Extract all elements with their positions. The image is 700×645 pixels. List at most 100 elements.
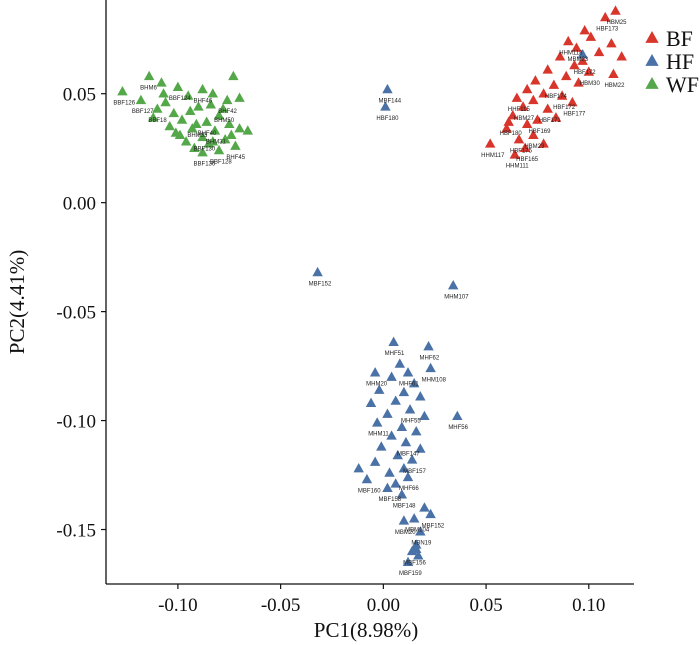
data-point-hf xyxy=(402,556,414,567)
y-tick-label: -0.10 xyxy=(56,412,96,433)
point-label: BBF124 xyxy=(169,96,191,102)
data-point-bf xyxy=(532,114,543,124)
point-label: MBF152 xyxy=(309,281,332,287)
data-point-bf xyxy=(513,133,525,144)
point-label: MHM11 xyxy=(368,432,389,438)
point-label: HBM23 xyxy=(524,144,545,150)
data-point-bf xyxy=(569,59,580,70)
data-point-wf xyxy=(226,129,237,139)
legend-entry-hf: HF xyxy=(645,49,694,74)
data-point-hf xyxy=(365,397,377,407)
data-point-hf xyxy=(382,408,393,418)
data-point-bf xyxy=(528,94,539,105)
x-tick-label: 0.05 xyxy=(469,595,502,616)
point-label: HHF115 xyxy=(508,107,531,113)
point-label: MBF160 xyxy=(358,488,381,494)
data-point-wf xyxy=(158,88,169,98)
data-point-hf xyxy=(312,266,323,277)
data-point-hf xyxy=(411,425,422,436)
data-point-bf xyxy=(577,55,588,65)
data-point-bf xyxy=(573,77,584,87)
data-point-bf xyxy=(583,66,595,76)
point-label: MBF147 xyxy=(397,451,420,457)
point-label: BHF40 xyxy=(198,131,217,137)
point-label: MHF66 xyxy=(399,486,419,492)
data-point-hf xyxy=(398,386,410,397)
data-point-wf xyxy=(224,118,235,129)
data-point-wf xyxy=(197,83,208,94)
data-point-bf xyxy=(521,118,533,129)
data-point-wf xyxy=(117,86,128,96)
point-label: MHF62 xyxy=(420,355,440,361)
point-label: MBF159 xyxy=(399,571,422,577)
y-tick-label: -0.05 xyxy=(56,303,96,324)
data-point-hf xyxy=(353,463,364,473)
data-point-hf xyxy=(406,454,418,464)
point-label: BHM50 xyxy=(214,118,235,124)
point-label: HBF173 xyxy=(596,26,619,32)
point-label: MHM20 xyxy=(366,382,388,388)
data-point-wf xyxy=(152,103,163,113)
data-point-hf xyxy=(374,384,385,394)
data-point-wf xyxy=(185,105,196,115)
point-label: BBF126 xyxy=(113,101,135,107)
point-label: MBF152 xyxy=(422,523,445,529)
data-point-hf xyxy=(369,367,381,377)
data-point-bf xyxy=(511,92,523,102)
data-point-wf xyxy=(221,94,233,105)
data-point-hf xyxy=(376,441,387,451)
point-label: MBM23 xyxy=(567,57,588,63)
data-point-wf xyxy=(213,144,225,155)
data-point-hf xyxy=(415,526,426,536)
data-point-bf xyxy=(548,79,560,89)
point-label: HHM117 xyxy=(481,153,505,159)
point-label: MHM107 xyxy=(444,294,469,300)
data-point-wf xyxy=(234,92,245,102)
point-label: HBF172 xyxy=(574,70,597,76)
data-point-bf xyxy=(484,138,496,148)
data-point-wf xyxy=(209,125,221,135)
data-point-wf xyxy=(219,133,231,144)
data-point-wf xyxy=(189,142,200,153)
data-point-hf xyxy=(361,473,373,484)
data-point-wf xyxy=(148,112,159,122)
data-point-bf xyxy=(521,83,533,94)
point-label: BBF130 xyxy=(194,146,216,152)
point-label: HBF172 xyxy=(553,105,576,111)
point-label: MHF61 xyxy=(399,382,419,388)
data-point-hf xyxy=(382,482,393,492)
data-point-bf xyxy=(585,31,597,41)
data-point-hf xyxy=(369,456,381,466)
data-point-bf xyxy=(509,149,521,159)
point-label: HBF177 xyxy=(563,111,586,117)
data-point-hf xyxy=(404,404,416,414)
data-point-hf xyxy=(402,471,414,482)
data-point-bf xyxy=(517,101,529,111)
legend-entry-wf: WF xyxy=(645,72,699,97)
point-label: BHM6 xyxy=(140,85,157,91)
series-hf xyxy=(312,48,588,567)
data-point-hf xyxy=(413,550,424,560)
point-label: BHF45 xyxy=(226,155,245,161)
data-point-wf xyxy=(228,70,239,81)
data-point-hf xyxy=(577,48,588,59)
data-point-hf xyxy=(386,430,397,440)
data-point-bf xyxy=(579,25,590,35)
legend-label: WF xyxy=(666,72,699,97)
data-point-wf xyxy=(205,99,217,109)
data-point-hf xyxy=(390,478,401,488)
data-point-hf xyxy=(423,340,434,351)
data-point-bf xyxy=(606,38,617,48)
data-point-bf xyxy=(503,116,514,126)
point-label: HBM30 xyxy=(580,81,601,87)
data-point-wf xyxy=(182,90,194,100)
data-point-bf xyxy=(616,51,627,61)
data-point-hf xyxy=(371,417,383,427)
data-point-wf xyxy=(207,136,219,146)
data-point-bf xyxy=(550,112,562,122)
data-point-bf xyxy=(538,138,549,148)
legend-marker xyxy=(645,54,659,66)
legend-entry-bf: BF xyxy=(645,26,693,51)
data-point-wf xyxy=(164,120,175,131)
